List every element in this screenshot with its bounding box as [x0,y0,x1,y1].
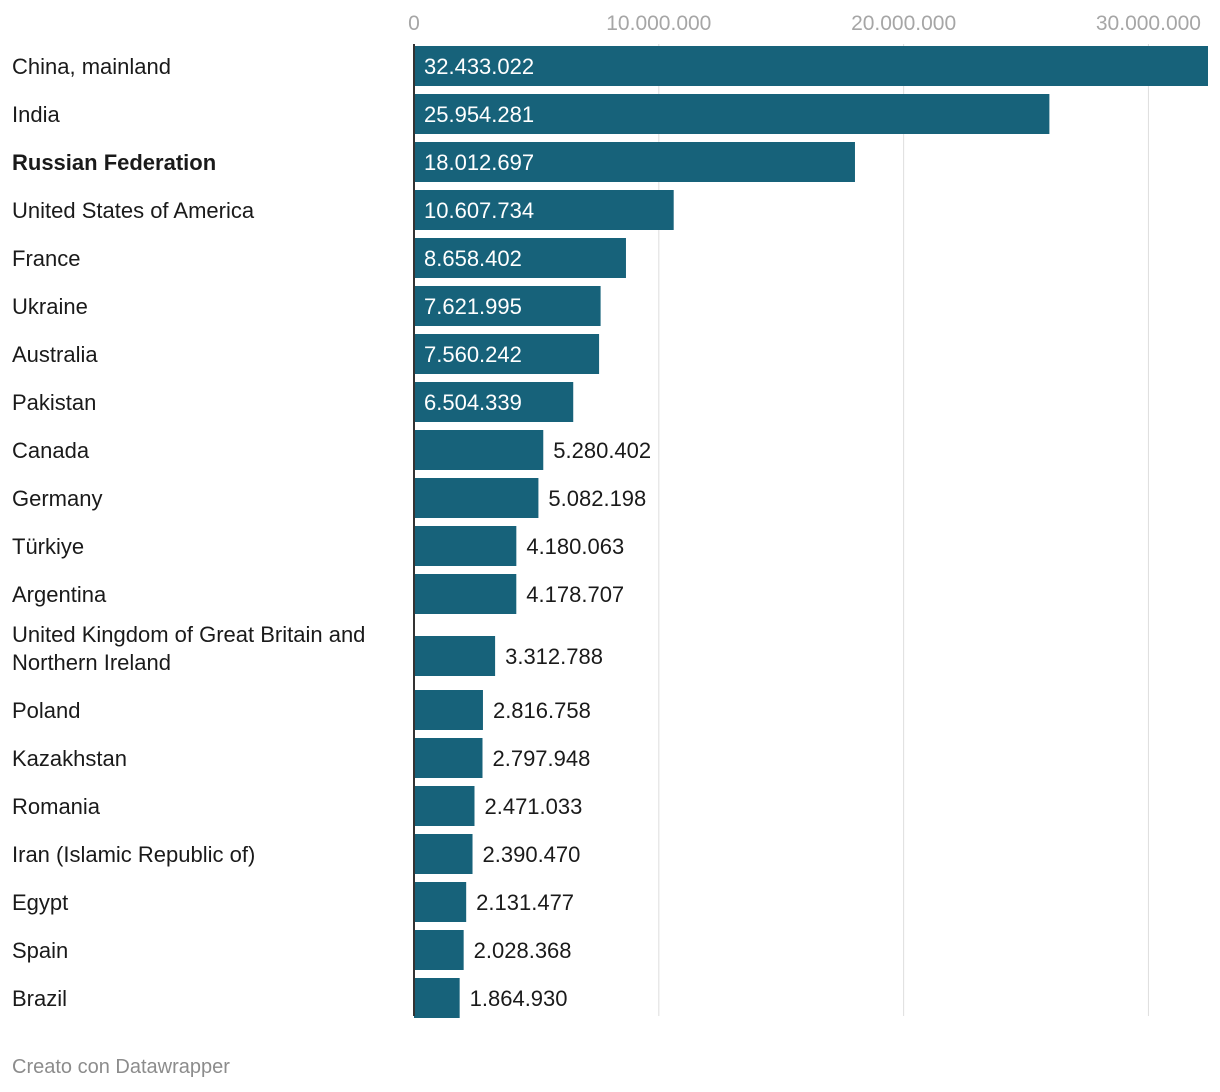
data-label: 3.312.788 [505,644,603,669]
bar [414,286,601,326]
y-tick-label: Northern Ireland [12,650,171,675]
data-label: 10.607.734 [424,198,534,223]
bar [414,142,855,182]
y-tick-label: Türkiye [12,534,84,559]
data-label: 2.471.033 [484,794,582,819]
bar [414,190,674,230]
data-label: 4.180.063 [526,534,624,559]
bar [414,786,475,826]
y-tick-label: Canada [12,438,90,463]
bar [414,930,464,970]
bar [414,382,574,422]
bar [414,334,600,374]
data-label: 2.131.477 [476,890,574,915]
y-tick-label: Russian Federation [12,150,216,175]
y-tick-label: Romania [12,794,101,819]
bar [414,526,517,566]
footer-credit: Creato con Datawrapper [12,1056,230,1078]
x-tick-label: 20.000.000 [851,12,956,35]
y-tick-label: France [12,246,80,271]
data-label: 5.280.402 [553,438,651,463]
bar [414,430,544,470]
y-tick-label: Ukraine [12,294,88,319]
data-label: 2.797.948 [492,746,590,771]
y-tick-label: Spain [12,938,68,963]
bar [414,574,517,614]
y-tick-label: United States of America [12,198,255,223]
y-tick-label: China, mainland [12,54,171,79]
data-label: 25.954.281 [424,102,534,127]
data-label: 5.082.198 [548,486,646,511]
x-tick-label: 30.000.000 [1096,12,1201,35]
y-tick-label: Kazakhstan [12,746,127,771]
bar [414,636,496,676]
bar [414,978,460,1018]
bar [414,238,626,278]
y-tick-label: United Kingdom of Great Britain and [12,622,365,647]
data-label: 8.658.402 [424,246,522,271]
y-tick-label: Australia [12,342,98,367]
data-label: 1.864.930 [470,986,568,1011]
data-label: 2.028.368 [474,938,572,963]
bar [414,46,1208,86]
x-tick-label: 0 [408,12,420,35]
y-tick-label: Argentina [12,582,107,607]
bar [414,738,483,778]
data-label: 7.621.995 [424,294,522,319]
data-label: 6.504.339 [424,390,522,415]
y-tick-label: Poland [12,698,81,723]
bar [414,478,539,518]
y-tick-label: Egypt [12,890,68,915]
y-tick-label: India [12,102,60,127]
x-tick-label: 10.000.000 [606,12,711,35]
data-label: 2.390.470 [483,842,581,867]
y-tick-label: Iran (Islamic Republic of) [12,842,255,867]
data-label: 2.816.758 [493,698,591,723]
y-tick-label: Pakistan [12,390,96,415]
data-label: 7.560.242 [424,342,522,367]
y-tick-label: Brazil [12,986,67,1011]
data-label: 18.012.697 [424,150,534,175]
data-label: 32.433.022 [424,54,534,79]
y-tick-label: Germany [12,486,102,511]
bar [414,882,467,922]
bar [414,834,473,874]
data-label: 4.178.707 [526,582,624,607]
bar [414,94,1050,134]
bar [414,690,483,730]
